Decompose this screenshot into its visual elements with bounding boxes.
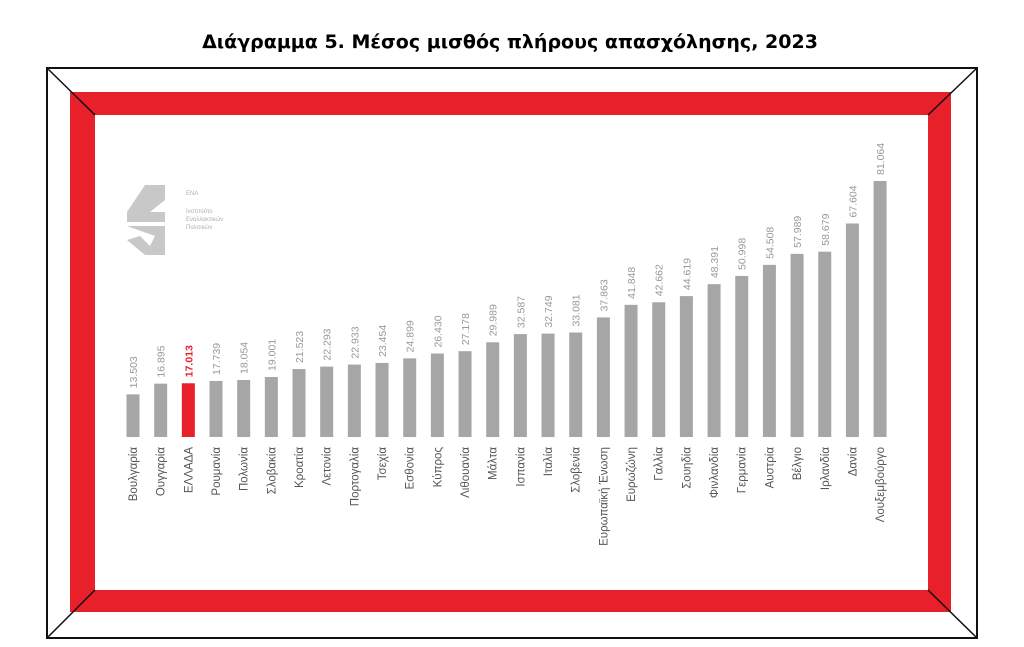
- frame-diagonals: [46, 67, 978, 639]
- category-label: Ευρωζώνη: [626, 447, 638, 502]
- value-label: 81.064: [875, 143, 887, 175]
- bar: [375, 362, 389, 437]
- bar: [292, 369, 306, 437]
- category-label: Λετονία: [322, 447, 334, 486]
- value-label: 19.001: [266, 339, 278, 371]
- value-label: 22.293: [322, 328, 334, 360]
- category-label: Κροατία: [294, 447, 306, 488]
- category-label: Λουξεμβούργο: [875, 447, 887, 522]
- category-label: Λιθουανία: [460, 447, 472, 498]
- category-label: Βουλγαρία: [128, 447, 140, 502]
- value-label: 13.503: [128, 356, 140, 388]
- value-label: 29.989: [488, 304, 500, 336]
- bar: [873, 181, 887, 437]
- bar: [347, 364, 361, 437]
- bar: [154, 383, 168, 437]
- bar: [624, 304, 638, 437]
- bar: [209, 380, 223, 437]
- logo-line: Ινστιτούτο: [186, 209, 213, 215]
- value-label: 58.679: [820, 213, 832, 245]
- category-label: Πολωνία: [239, 447, 251, 491]
- value-label: 16.895: [156, 345, 168, 377]
- bar: [237, 379, 251, 437]
- value-label: 32.749: [543, 295, 555, 327]
- value-label: 33.081: [571, 294, 583, 326]
- bar: [762, 264, 776, 437]
- value-label: 57.989: [792, 216, 804, 248]
- bar: [596, 317, 610, 437]
- value-label: 18.054: [239, 342, 251, 374]
- category-label: Σλοβενία: [571, 447, 583, 493]
- value-label: 21.523: [294, 331, 306, 363]
- category-label: Πορτογαλία: [349, 447, 361, 507]
- category-label: Ουγγαρία: [156, 447, 168, 496]
- logo-line: Εναλλακτικών: [186, 217, 223, 223]
- bar: [818, 251, 832, 437]
- bar: [264, 376, 278, 437]
- value-label: 24.899: [405, 320, 417, 352]
- logo-name: ΕΝΑ: [186, 191, 198, 197]
- bar: [486, 342, 500, 437]
- category-label: Ρουμανία: [211, 447, 223, 496]
- bar: [126, 394, 140, 437]
- value-label: 22.933: [349, 326, 361, 358]
- bar: [458, 351, 472, 437]
- category-label: Εσθονία: [405, 447, 417, 490]
- bar: [569, 332, 583, 437]
- category-label: Ιταλία: [543, 447, 555, 477]
- category-label: Φινλανδία: [709, 447, 721, 498]
- plot-area: [95, 115, 928, 590]
- category-label: ΕΛΛΑΔΑ: [183, 447, 195, 493]
- value-label: 32.587: [515, 296, 527, 328]
- category-label: Ιρλανδία: [820, 447, 832, 490]
- bar: [513, 334, 527, 437]
- chart-title: Διάγραμμα 5. Μέσος μισθός πλήρους απασχό…: [202, 31, 818, 53]
- value-label: 67.604: [847, 185, 859, 217]
- bar: [707, 284, 721, 437]
- value-label: 27.178: [460, 313, 472, 345]
- category-label: Τσεχία: [377, 447, 389, 481]
- category-label: Αυστρία: [764, 447, 776, 489]
- bar: [541, 333, 555, 437]
- category-label: Ισπανία: [515, 447, 527, 487]
- value-label: 37.863: [598, 279, 610, 311]
- value-label: 48.391: [709, 246, 721, 278]
- bar: [652, 302, 666, 437]
- value-label: 17.739: [211, 343, 223, 375]
- category-label: Βέλγιο: [792, 447, 804, 480]
- bar: [735, 275, 749, 437]
- category-label: Δανία: [847, 447, 859, 477]
- bar: [320, 366, 334, 437]
- value-label: 41.848: [626, 267, 638, 299]
- value-label: 17.013: [183, 345, 195, 377]
- bar: [679, 296, 693, 437]
- category-label: Κύπρος: [432, 447, 444, 488]
- value-label: 44.619: [681, 258, 693, 290]
- category-label: Γερμανία: [737, 447, 749, 494]
- category-label: Σουηδία: [681, 447, 693, 489]
- category-label: Μάλτα: [488, 447, 500, 480]
- bar: [181, 383, 195, 437]
- category-label: Ευρωπαϊκή Ένωση: [598, 447, 610, 546]
- bar: [790, 253, 804, 437]
- value-label: 50.998: [737, 238, 749, 270]
- logo-mark: [127, 185, 165, 255]
- value-label: 23.454: [377, 325, 389, 357]
- value-label: 54.508: [764, 227, 776, 259]
- category-label: Σλοβακία: [266, 447, 278, 495]
- value-label: 42.662: [654, 264, 666, 296]
- logo-line: Πολιτικών: [186, 225, 212, 231]
- category-label: Γαλλία: [654, 447, 666, 481]
- bar: [403, 358, 417, 437]
- bar: [845, 223, 859, 437]
- value-label: 26.430: [432, 315, 444, 347]
- bar: [430, 353, 444, 437]
